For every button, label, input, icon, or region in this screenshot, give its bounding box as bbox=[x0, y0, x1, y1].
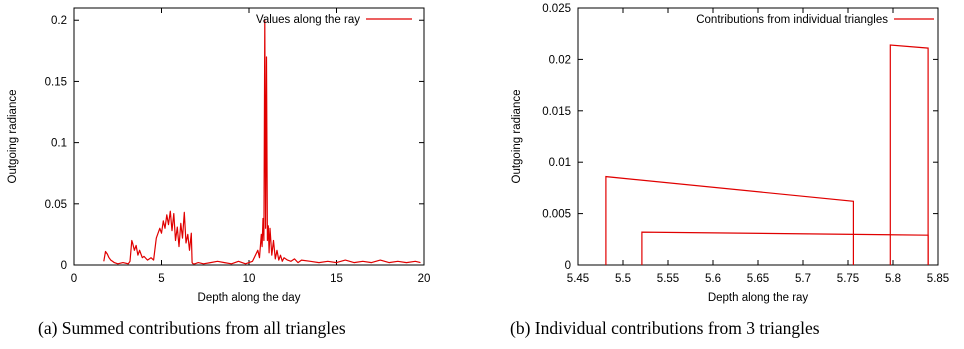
x-tick-label: 5.65 bbox=[747, 273, 769, 285]
triangle-contribution-3 bbox=[889, 44, 929, 265]
series-line bbox=[103, 19, 421, 265]
x-tick-label: 5.75 bbox=[837, 273, 859, 285]
x-tick-label: 0 bbox=[71, 273, 77, 285]
y-tick-label: 0 bbox=[565, 260, 571, 272]
x-tick-label: 5.85 bbox=[927, 273, 949, 285]
y-tick-label: 0.02 bbox=[549, 54, 571, 66]
y-tick-label: 0.015 bbox=[542, 106, 571, 118]
legend-label: Values along the ray bbox=[256, 14, 360, 26]
chart-a: 0 5 10 15 20 0 0.05 0.1 0.15 0.2 Depth along the d… bbox=[7, 7, 431, 304]
triangle-contribution-1 bbox=[605, 175, 855, 265]
x-tick-label: 5 bbox=[158, 273, 164, 285]
x-tick-label: 15 bbox=[330, 273, 343, 285]
y-axis-label: Outgoing radiance bbox=[511, 90, 523, 184]
x-tick-label: 5.5 bbox=[615, 273, 631, 285]
y-tick-label: 0.1 bbox=[51, 138, 67, 150]
x-tick-label: 5.7 bbox=[795, 273, 811, 285]
x-tick-label: 5.55 bbox=[657, 273, 679, 285]
x-tick-label: 5.45 bbox=[567, 273, 589, 285]
y-tick-label: 0.01 bbox=[549, 157, 571, 169]
x-tick-label: 10 bbox=[243, 273, 256, 285]
y-tick-label: 0.05 bbox=[45, 199, 67, 211]
x-tick-label: 20 bbox=[418, 273, 431, 285]
x-axis-label: Depth along the day bbox=[198, 292, 301, 304]
caption-b: (b) Individual contributions from 3 tria… bbox=[510, 318, 820, 338]
y-tick-label: 0.005 bbox=[542, 209, 571, 221]
x-tick-label: 5.6 bbox=[705, 273, 721, 285]
y-tick-label: 0.025 bbox=[542, 3, 571, 15]
chart-b: 5.45 5.5 5.55 5.6 5.65 5.7 5.75 5.8 5.85 0 0.005 0.… bbox=[511, 3, 949, 304]
triangle-contribution-2 bbox=[641, 231, 929, 265]
y-tick-label: 0.2 bbox=[51, 15, 67, 27]
y-tick-label: 0.15 bbox=[45, 76, 67, 88]
x-tick-label: 5.8 bbox=[885, 273, 901, 285]
legend-label: Contributions from individual triangles bbox=[696, 14, 888, 26]
plot-frame bbox=[73, 7, 425, 266]
plot-frame bbox=[577, 7, 939, 266]
x-axis-label: Depth along the ray bbox=[708, 292, 809, 304]
y-axis-label: Outgoing radiance bbox=[7, 90, 19, 184]
y-tick-label: 0 bbox=[61, 260, 67, 272]
caption-a: (a) Summed contributions from all triang… bbox=[38, 318, 346, 338]
